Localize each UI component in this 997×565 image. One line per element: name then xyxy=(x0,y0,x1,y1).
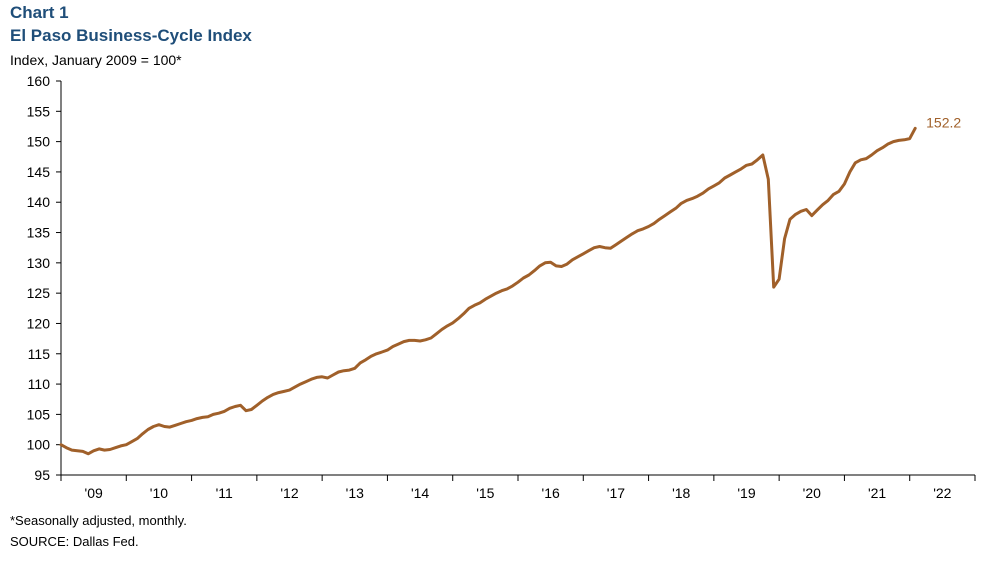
y-axis-unit-label: Index, January 2009 = 100* xyxy=(10,52,182,68)
y-tick-label: 155 xyxy=(27,103,51,119)
chart-label: Chart 1 xyxy=(10,3,69,22)
x-tick-label: '13 xyxy=(346,485,364,501)
y-axis: 95 100 105 110 115 120 125 130 135 140 145 150 155 16… xyxy=(27,73,62,483)
x-tick-label: '15 xyxy=(476,485,494,501)
y-tick-label: 110 xyxy=(28,376,51,392)
series-area: 152.2 xyxy=(59,114,961,456)
source-note: SOURCE: Dallas Fed. xyxy=(10,534,139,549)
x-tick-label: '20 xyxy=(803,485,821,501)
y-tick-label: 160 xyxy=(27,73,51,89)
x-tick-label: '14 xyxy=(411,485,429,501)
y-tick-label: 120 xyxy=(27,315,51,331)
end-value-label: 152.2 xyxy=(926,114,961,130)
y-tick-label: 145 xyxy=(27,164,51,180)
x-axis: '09 '10 '11 '12 '13 '14 '15 '16 '17 '18 '19 '20 '21 '… xyxy=(60,474,976,501)
series-line xyxy=(59,126,917,456)
x-tick-label: '18 xyxy=(672,485,690,501)
x-tick-label: '10 xyxy=(150,485,168,501)
y-tick-label: 100 xyxy=(27,437,51,453)
x-tick-label: '17 xyxy=(607,485,625,501)
y-tick-label: 135 xyxy=(27,225,51,241)
y-tick-label: 125 xyxy=(27,285,51,301)
y-tick-label: 105 xyxy=(27,406,51,422)
y-tick-label: 115 xyxy=(28,346,51,362)
x-tick-label: '09 xyxy=(85,485,103,501)
x-tick-label: '19 xyxy=(737,485,755,501)
footnote: *Seasonally adjusted, monthly. xyxy=(10,513,187,528)
y-tick-label: 140 xyxy=(27,194,51,210)
x-tick-label: '21 xyxy=(868,485,886,501)
y-tick-label: 150 xyxy=(27,134,51,150)
x-tick-label: '12 xyxy=(280,485,298,501)
y-tick-label: 130 xyxy=(27,255,51,271)
x-tick-label: '11 xyxy=(216,485,233,501)
y-tick-label: 95 xyxy=(34,467,50,483)
chart-title: El Paso Business-Cycle Index xyxy=(10,26,252,45)
x-tick-label: '16 xyxy=(542,485,560,501)
x-tick-label: '22 xyxy=(933,485,951,501)
